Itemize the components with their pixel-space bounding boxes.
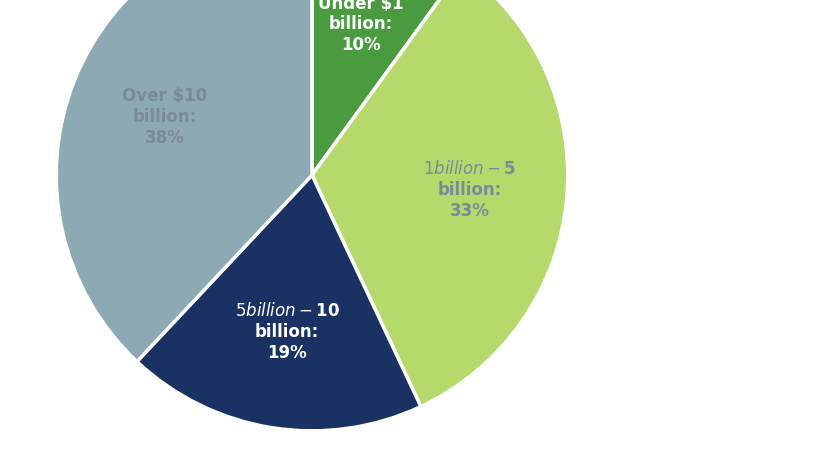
Text: $5 billion - $10
billion:
19%: $5 billion - $10 billion: 19% [235,302,339,361]
Text: $1 billion - $5
billion:
33%: $1 billion - $5 billion: 33% [423,160,517,220]
Wedge shape [137,175,421,431]
Wedge shape [312,0,463,175]
Text: Over $10
billion:
38%: Over $10 billion: 38% [122,87,207,147]
Text: Under $1
billion:
10%: Under $1 billion: 10% [318,0,404,54]
Wedge shape [312,0,567,407]
Wedge shape [57,0,312,361]
